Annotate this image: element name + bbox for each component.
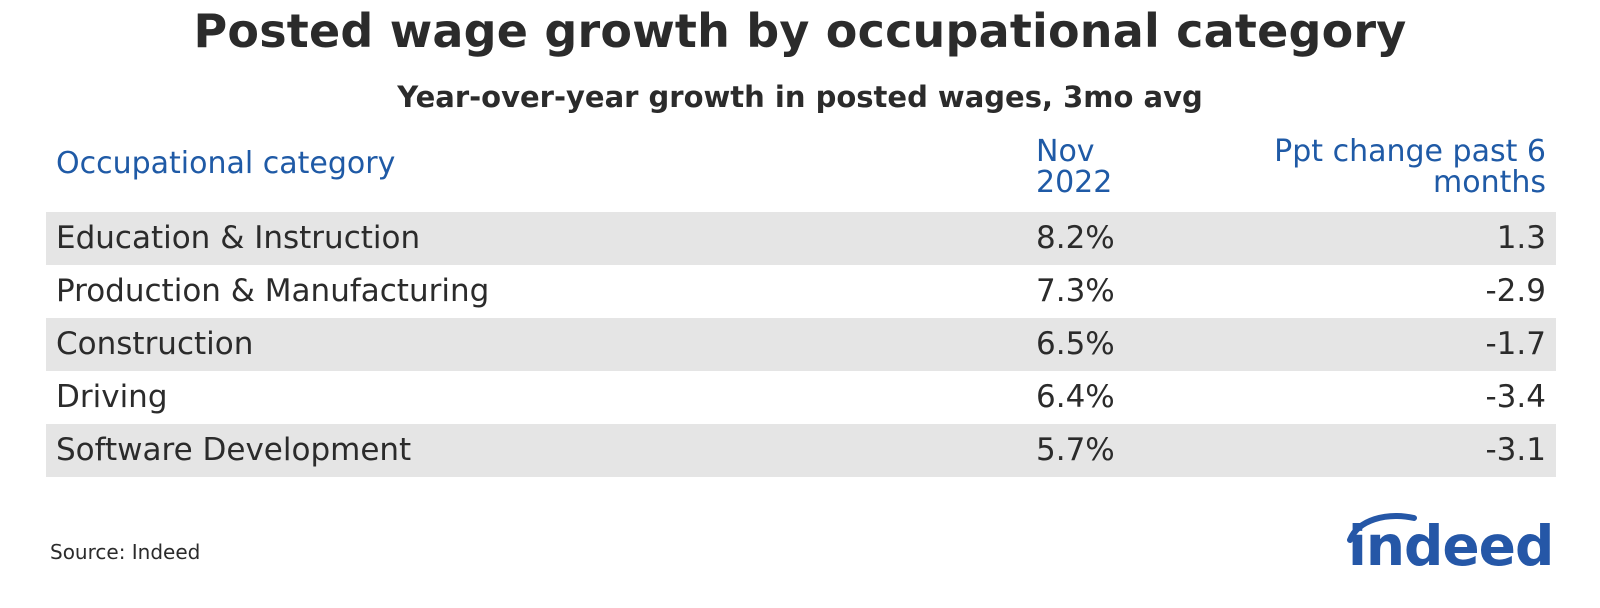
table-row: Driving 6.4% -3.4 [46,371,1556,424]
column-header-ppt-change: Ppt change past 6 months [1274,134,1546,200]
cell-category: Education & Instruction [56,220,421,256]
table-row: Software Development 5.7% -3.1 [46,424,1556,477]
table-header-row: Occupational category Nov 2022 Ppt chang… [46,132,1556,212]
cell-category: Driving [56,379,168,415]
cell-nov-2022: 6.4% [1036,379,1115,415]
column-header-nov-2022: Nov 2022 [1036,134,1113,200]
cell-ppt-change: -3.1 [1485,432,1547,468]
column-header-category: Occupational category [56,146,396,181]
cell-ppt-change: -2.9 [1485,273,1547,309]
source-note: Source: Indeed [50,540,201,564]
logo-arc-icon [1347,513,1417,543]
table-row: Construction 6.5% -1.7 [46,318,1556,371]
cell-nov-2022: 7.3% [1036,273,1115,309]
cell-nov-2022: 8.2% [1036,220,1115,256]
table-row: Production & Manufacturing 7.3% -2.9 [46,265,1556,318]
cell-category: Construction [56,326,254,362]
chart-title: Posted wage growth by occupational categ… [193,4,1407,58]
table-row: Education & Instruction 8.2% 1.3 [46,212,1556,265]
chart-subtitle: Year-over-year growth in posted wages, 3… [397,80,1203,114]
cell-ppt-change: -3.4 [1485,379,1547,415]
indeed-logo: indeed [1336,510,1566,582]
table-body: Education & Instruction 8.2% 1.3 Production… [46,212,1556,477]
cell-category: Software Development [56,432,412,468]
cell-category: Production & Manufacturing [56,273,490,309]
data-table: Occupational category Nov 2022 Ppt chang… [46,132,1556,477]
cell-ppt-change: -1.7 [1485,326,1547,362]
logo-wordmark: indeed [1348,514,1554,578]
cell-nov-2022: 5.7% [1036,432,1115,468]
cell-ppt-change: 1.3 [1496,220,1546,256]
cell-nov-2022: 6.5% [1036,326,1115,362]
